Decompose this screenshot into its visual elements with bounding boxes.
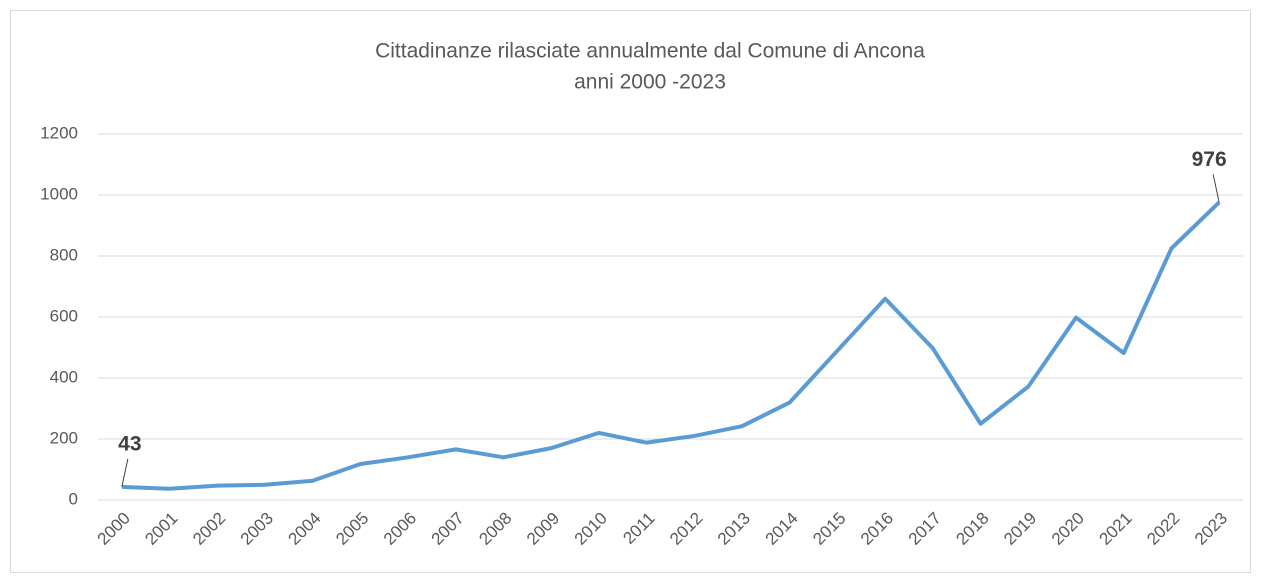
- data-label: 43: [118, 432, 141, 455]
- chart-border: [10, 10, 1251, 573]
- chart-title: Cittadinanze rilasciate annualmente dal …: [375, 40, 925, 63]
- data-label: 976: [1192, 148, 1227, 171]
- y-tick-label: 200: [50, 428, 78, 447]
- chart-subtitle: anni 2000 -2023: [574, 71, 726, 94]
- y-tick-label: 0: [69, 489, 78, 508]
- leader-line: [1212, 174, 1220, 203]
- y-tick-label: 600: [50, 306, 78, 325]
- y-tick-label: 1200: [40, 123, 78, 142]
- line-series: [121, 200, 1221, 491]
- y-tick-label: 400: [50, 367, 78, 386]
- y-tick-label: 1000: [40, 184, 78, 203]
- leader-line: [121, 458, 129, 487]
- y-tick-label: 800: [50, 245, 78, 264]
